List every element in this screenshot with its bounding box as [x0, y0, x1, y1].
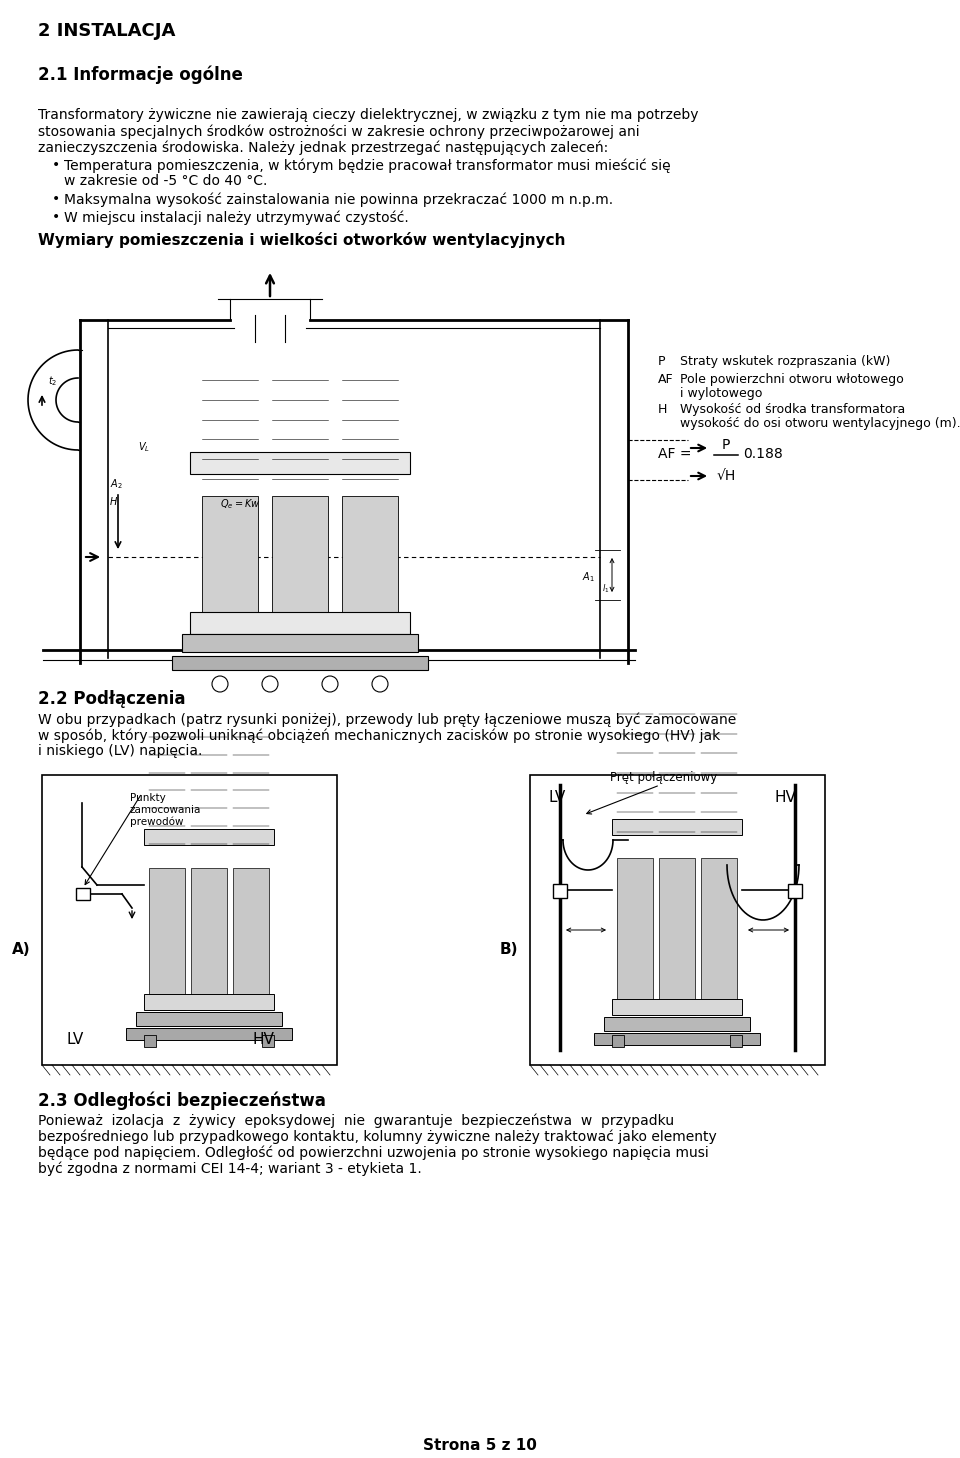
Text: HV: HV: [252, 1032, 274, 1047]
Bar: [604, 1018, 750, 1031]
Text: W miejscu instalacji należy utrzymywać czystość.: W miejscu instalacji należy utrzymywać c…: [64, 210, 409, 225]
Text: 2.1 Informacje ogólne: 2.1 Informacje ogólne: [38, 66, 243, 83]
Bar: [272, 496, 328, 634]
Text: $Q_e = Kw$: $Q_e = Kw$: [220, 497, 260, 510]
Text: •: •: [52, 192, 60, 206]
Text: H: H: [658, 402, 667, 416]
Text: 0.188: 0.188: [743, 448, 782, 461]
Bar: [190, 452, 410, 474]
Text: 2.3 Odległości bezpieczeństwa: 2.3 Odległości bezpieczeństwa: [38, 1092, 325, 1111]
Circle shape: [322, 677, 338, 693]
Text: Transformatory żywiczne nie zawierają cieczy dielektrycznej, w związku z tym nie: Transformatory żywiczne nie zawierają ci…: [38, 108, 699, 122]
Text: i wylotowego: i wylotowego: [680, 386, 762, 399]
Text: AF =: AF =: [658, 448, 691, 461]
Bar: [612, 819, 742, 835]
Bar: [191, 868, 227, 1010]
Text: •: •: [52, 157, 60, 172]
Text: $V_L$: $V_L$: [138, 440, 150, 453]
Bar: [76, 888, 90, 900]
Text: •: •: [52, 210, 60, 225]
Text: AF: AF: [658, 373, 674, 386]
Bar: [617, 857, 653, 1015]
Text: W obu przypadkach (patrz rysunki poniżej), przewody lub pręty łączeniowe muszą b: W obu przypadkach (patrz rysunki poniżej…: [38, 712, 736, 726]
Text: B): B): [500, 942, 518, 958]
Text: Pręt połączeniowy: Pręt połączeniowy: [610, 771, 717, 784]
Text: $A_1$: $A_1$: [582, 570, 595, 583]
Bar: [594, 1034, 760, 1045]
Bar: [730, 1035, 742, 1047]
Text: LV: LV: [67, 1032, 84, 1047]
Bar: [233, 868, 269, 1010]
Circle shape: [262, 677, 278, 693]
Bar: [788, 884, 802, 898]
Circle shape: [212, 677, 228, 693]
Text: 2 INSTALACJA: 2 INSTALACJA: [38, 22, 176, 39]
Bar: [202, 496, 258, 634]
Bar: [182, 634, 418, 652]
Text: Ponieważ  izolacja  z  żywicy  epoksydowej  nie  gwarantuje  bezpieczeństwa  w  : Ponieważ izolacja z żywicy epoksydowej n…: [38, 1114, 674, 1128]
Bar: [553, 884, 567, 898]
Text: H: H: [110, 497, 117, 507]
Text: $t_2$: $t_2$: [48, 375, 58, 388]
Bar: [144, 830, 274, 846]
Text: P: P: [658, 354, 665, 367]
Text: Wymiary pomieszczenia i wielkości otworków wentylacyjnych: Wymiary pomieszczenia i wielkości otwork…: [38, 232, 565, 248]
Text: P: P: [722, 437, 731, 452]
Bar: [126, 1028, 292, 1040]
Bar: [149, 868, 185, 1010]
Text: Pole powierzchni otworu włotowego: Pole powierzchni otworu włotowego: [680, 373, 903, 386]
Text: zanieczyszczenia środowiska. Należy jednak przestrzegać następujących zaleceń:: zanieczyszczenia środowiska. Należy jedn…: [38, 140, 609, 155]
Text: w zakresie od -5 °C do 40 °C.: w zakresie od -5 °C do 40 °C.: [64, 174, 268, 188]
Text: wysokość do osi otworu wentylacyjnego (m).: wysokość do osi otworu wentylacyjnego (m…: [680, 417, 960, 430]
Text: bezpośredniego lub przypadkowego kontaktu, kolumny żywiczne należy traktować jak: bezpośredniego lub przypadkowego kontakt…: [38, 1130, 717, 1145]
Bar: [172, 656, 428, 671]
Bar: [612, 1035, 624, 1047]
Text: będące pod napięciem. Odległość od powierzchni uzwojenia po stronie wysokiego na: będące pod napięciem. Odległość od powie…: [38, 1146, 708, 1161]
Text: Wysokość od środka transformatora: Wysokość od środka transformatora: [680, 402, 905, 416]
Text: $A_2$: $A_2$: [110, 477, 123, 491]
Bar: [701, 857, 737, 1015]
Text: $l_1$: $l_1$: [602, 582, 610, 595]
Circle shape: [372, 677, 388, 693]
Text: Punkty
zamocowania
prewodów: Punkty zamocowania prewodów: [130, 793, 202, 827]
Text: Maksymalna wysokość zainstalowania nie powinna przekraczać 1000 m n.p.m.: Maksymalna wysokość zainstalowania nie p…: [64, 192, 613, 207]
Text: i niskiego (LV) napięcia.: i niskiego (LV) napięcia.: [38, 744, 203, 758]
Bar: [136, 1012, 282, 1026]
Bar: [42, 776, 337, 1064]
Bar: [144, 1035, 156, 1047]
Text: LV: LV: [548, 789, 565, 805]
Text: Strona 5 z 10: Strona 5 z 10: [423, 1438, 537, 1454]
Bar: [342, 496, 398, 634]
Bar: [612, 999, 742, 1015]
Bar: [190, 612, 410, 634]
Bar: [659, 857, 695, 1015]
Text: HV: HV: [775, 789, 797, 805]
Text: A): A): [12, 942, 31, 958]
Text: być zgodna z normami CEI 14-4; wariant 3 - etykieta 1.: być zgodna z normami CEI 14-4; wariant 3…: [38, 1162, 421, 1177]
Text: 2.2 Podłączenia: 2.2 Podłączenia: [38, 690, 185, 709]
Text: √H: √H: [717, 469, 736, 483]
Bar: [144, 994, 274, 1010]
Text: Straty wskutek rozpraszania (kW): Straty wskutek rozpraszania (kW): [680, 354, 890, 367]
Bar: [530, 776, 825, 1064]
Text: Temperatura pomieszczenia, w którym będzie pracował transformator musi mieścić s: Temperatura pomieszczenia, w którym będz…: [64, 157, 671, 172]
Bar: [262, 1035, 274, 1047]
Text: stosowania specjalnych środków ostrożności w zakresie ochrony przeciwpożarowej a: stosowania specjalnych środków ostrożnoś…: [38, 124, 639, 139]
Text: w sposób, który pozwoli uniknąć obciążeń mechanicznych zacisków po stronie wysok: w sposób, który pozwoli uniknąć obciążeń…: [38, 728, 720, 742]
